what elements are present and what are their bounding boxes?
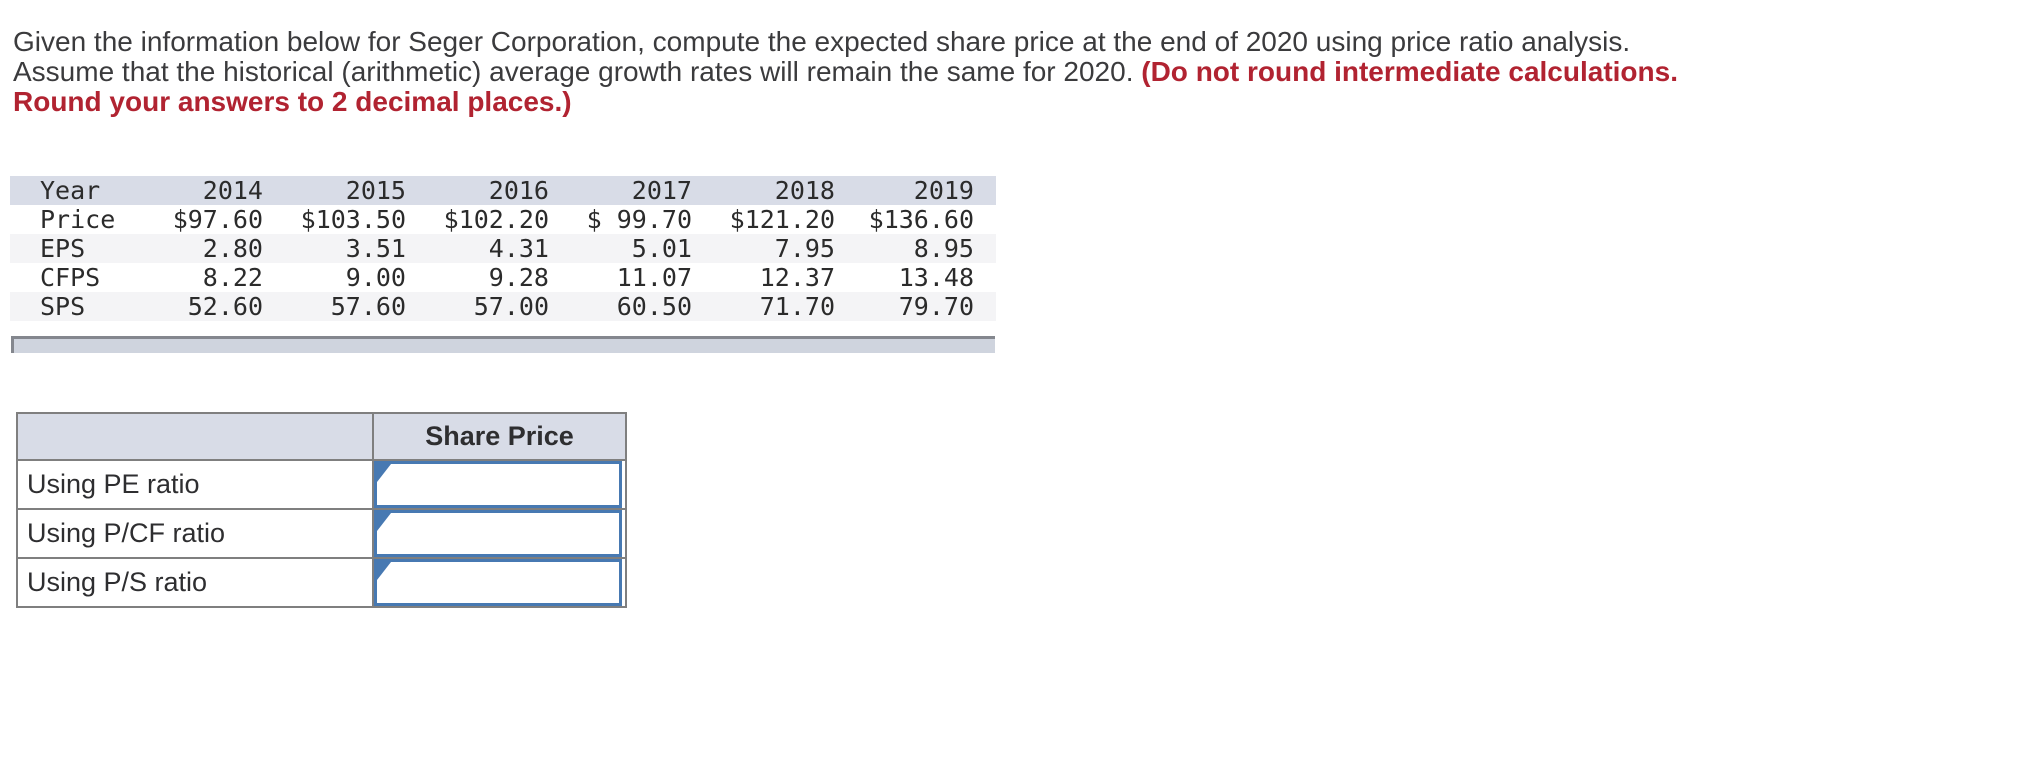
cell-value: 13.48	[898, 263, 974, 292]
cell-value: 57.60	[263, 292, 406, 321]
cell-value: 9.28	[488, 263, 549, 292]
header-2015: 2015	[263, 176, 406, 205]
row-label: SPS	[10, 292, 120, 321]
question-line-1: Given the information below for Seger Co…	[13, 26, 1631, 57]
answer-header-empty	[18, 414, 374, 459]
answer-table: Share Price Using PE ratio Using P/CF ra…	[16, 412, 627, 608]
answer-row-label: Using P/CF ratio	[18, 510, 374, 557]
share-price-input-pe-field[interactable]	[377, 464, 619, 505]
cell-value: 8.95	[835, 234, 996, 263]
table-row-sps: SPS 52.60 57.60 57.00 60.50 71.70 79.70	[10, 292, 996, 321]
cell-value: 79.70	[835, 292, 996, 321]
header-2018: 2018	[692, 176, 835, 205]
share-price-input-pcf[interactable]	[374, 510, 622, 557]
answer-row-ps: Using P/S ratio	[18, 557, 625, 606]
cell-value: 8.22	[202, 263, 263, 292]
cell-value: $102.20	[443, 205, 549, 234]
share-price-input-pcf-field[interactable]	[377, 513, 619, 554]
horizontal-scrollbar[interactable]	[11, 336, 995, 353]
header-2017: 2017	[549, 176, 692, 205]
answer-row-pcf: Using P/CF ratio	[18, 508, 625, 557]
cell-value: $121.20	[729, 205, 835, 234]
question-instruction-red-2: Round your answers to 2 decimal places.)	[13, 86, 572, 117]
cell-value: 4.31	[406, 234, 549, 263]
answer-row-pe: Using PE ratio	[18, 459, 625, 508]
cell-value: 2.80	[120, 234, 263, 263]
cell-value: 12.37	[759, 263, 835, 292]
share-price-input-pe[interactable]	[374, 461, 622, 508]
row-label: CFPS	[40, 263, 101, 292]
cell-value: $97.60	[172, 205, 263, 234]
row-label: EPS	[10, 234, 120, 263]
table-row-cfps: CFPS 8.22 9.00 9.28 11.07 12.37 13.48	[10, 263, 996, 292]
question-instruction-red: (Do not round intermediate calculations.	[1141, 56, 1678, 87]
cell-value: 52.60	[120, 292, 263, 321]
cell-value: 60.50	[549, 292, 692, 321]
question-text: Given the information below for Seger Co…	[13, 27, 1953, 117]
share-price-input-ps-field[interactable]	[377, 562, 619, 603]
answer-header-row: Share Price	[18, 414, 625, 459]
question-line-2: Assume that the historical (arithmetic) …	[13, 56, 1142, 87]
share-price-input-ps[interactable]	[374, 559, 622, 606]
cell-value: 7.95	[692, 234, 835, 263]
cell-value: 5.01	[549, 234, 692, 263]
header-2019: 2019	[835, 176, 996, 205]
cell-value: 71.70	[692, 292, 835, 321]
header-year: Year	[10, 176, 120, 205]
cell-value: 57.00	[406, 292, 549, 321]
cell-value: 9.00	[345, 263, 406, 292]
table-row-price: Price $97.60 $103.50 $102.20 $ 99.70 $12…	[10, 205, 996, 234]
table-row-eps: EPS 2.80 3.51 4.31 5.01 7.95 8.95	[10, 234, 996, 263]
cell-value: 11.07	[616, 263, 692, 292]
row-label: Price	[40, 205, 116, 234]
cell-value: $103.50	[300, 205, 406, 234]
historical-data-table: Year 2014 2015 2016 2017 2018 2019 Price…	[10, 176, 996, 321]
answer-row-label: Using PE ratio	[18, 461, 374, 508]
cell-value: $ 99.70	[586, 205, 692, 234]
cell-value: $136.60	[868, 205, 974, 234]
data-table-header-row: Year 2014 2015 2016 2017 2018 2019	[10, 176, 996, 205]
answer-row-label: Using P/S ratio	[18, 559, 374, 606]
cell-value: 3.51	[263, 234, 406, 263]
answer-header-share-price: Share Price	[374, 414, 625, 459]
header-2014: 2014	[120, 176, 263, 205]
header-2016: 2016	[406, 176, 549, 205]
